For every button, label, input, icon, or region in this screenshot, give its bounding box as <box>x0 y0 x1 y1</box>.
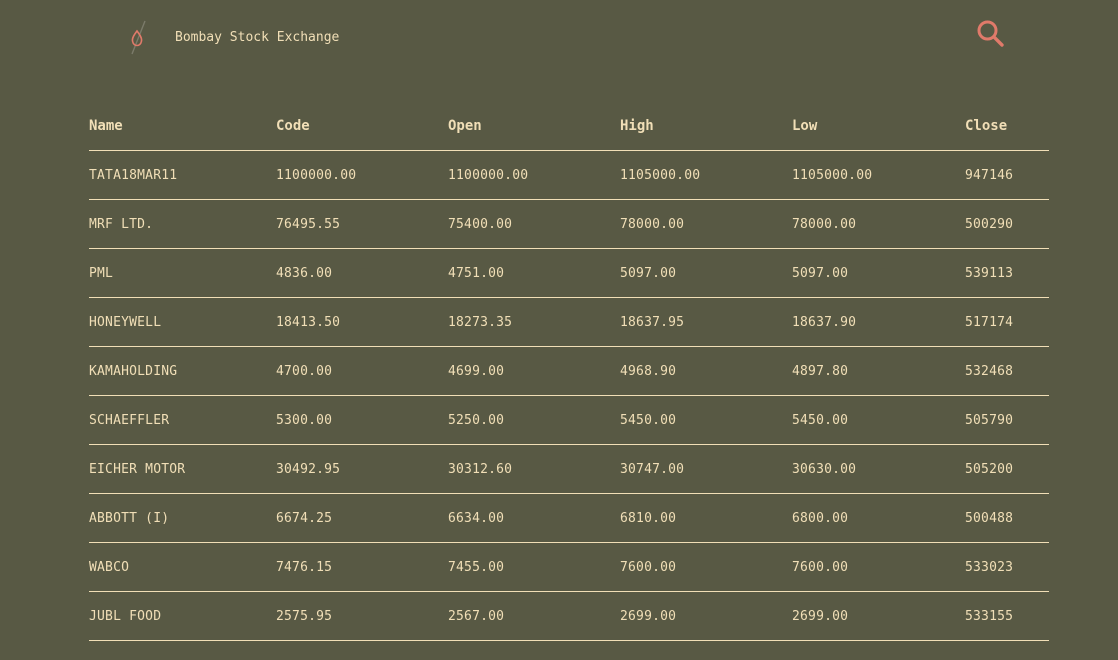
header-row: Name Code Open High Low Close <box>89 102 1049 151</box>
cell-low: 78000.00 <box>792 199 965 249</box>
cell-open: 4751.00 <box>448 248 620 298</box>
flame-logo-icon[interactable] <box>124 18 150 56</box>
table-row[interactable]: PML 4836.00 4751.00 5097.00 5097.00 539113 <box>89 248 1049 298</box>
cell-high: 1105000.00 <box>620 150 792 200</box>
search-icon[interactable] <box>975 18 1007 50</box>
cell-code: 76495.55 <box>276 199 448 249</box>
cell-code: 18413.50 <box>276 297 448 347</box>
cell-close: 533023 <box>965 542 1049 592</box>
brand-title[interactable]: Bombay Stock Exchange <box>175 30 340 45</box>
cell-code: 6674.25 <box>276 493 448 543</box>
cell-high: 78000.00 <box>620 199 792 249</box>
column-header-open[interactable]: Open <box>448 102 620 151</box>
cell-low: 30630.00 <box>792 444 965 494</box>
cell-code: 5300.00 <box>276 395 448 445</box>
cell-open: 30312.60 <box>448 444 620 494</box>
table-header: Name Code Open High Low Close <box>89 102 1049 151</box>
cell-name: MRF LTD. <box>89 199 276 249</box>
cell-close: 500290 <box>965 199 1049 249</box>
cell-high: 7600.00 <box>620 542 792 592</box>
cell-name: ABBOTT (I) <box>89 493 276 543</box>
cell-high: 2699.00 <box>620 591 792 641</box>
cell-low: 6800.00 <box>792 493 965 543</box>
table-row[interactable]: TATA18MAR11 1100000.00 1100000.00 1105000.0… <box>89 150 1049 200</box>
table-row[interactable]: ABBOTT (I) 6674.25 6634.00 6810.00 6800.00 50… <box>89 493 1049 543</box>
cell-high: 18637.95 <box>620 297 792 347</box>
cell-open: 1100000.00 <box>448 150 620 200</box>
table-row[interactable]: KAMAHOLDING 4700.00 4699.00 4968.90 4897.80 5… <box>89 346 1049 396</box>
cell-code: 30492.95 <box>276 444 448 494</box>
column-header-code[interactable]: Code <box>276 102 448 151</box>
cell-close: 505200 <box>965 444 1049 494</box>
table-row[interactable]: EICHER MOTOR 30492.95 30312.60 30747.00 3063… <box>89 444 1049 494</box>
cell-code: 2575.95 <box>276 591 448 641</box>
table-body: TATA18MAR11 1100000.00 1100000.00 1105000.0… <box>89 150 1049 641</box>
cell-open: 6634.00 <box>448 493 620 543</box>
cell-name: PML <box>89 248 276 298</box>
stock-table: Name Code Open High Low Close TATA18MAR1… <box>89 102 1049 641</box>
cell-open: 75400.00 <box>448 199 620 249</box>
cell-open: 2567.00 <box>448 591 620 641</box>
cell-high: 5450.00 <box>620 395 792 445</box>
cell-high: 5097.00 <box>620 248 792 298</box>
cell-name: TATA18MAR11 <box>89 150 276 200</box>
cell-open: 4699.00 <box>448 346 620 396</box>
column-header-high[interactable]: High <box>620 102 792 151</box>
cell-low: 18637.90 <box>792 297 965 347</box>
cell-code: 7476.15 <box>276 542 448 592</box>
cell-low: 7600.00 <box>792 542 965 592</box>
cell-low: 1105000.00 <box>792 150 965 200</box>
cell-low: 5097.00 <box>792 248 965 298</box>
table-row[interactable]: JUBL FOOD 2575.95 2567.00 2699.00 2699.00 533… <box>89 591 1049 641</box>
cell-name: WABCO <box>89 542 276 592</box>
cell-name: EICHER MOTOR <box>89 444 276 494</box>
table-row[interactable]: SCHAEFFLER 5300.00 5250.00 5450.00 5450.00 50… <box>89 395 1049 445</box>
table-row[interactable]: HONEYWELL 18413.50 18273.35 18637.95 18637.9… <box>89 297 1049 347</box>
cell-code: 1100000.00 <box>276 150 448 200</box>
table-row[interactable]: MRF LTD. 76495.55 75400.00 78000.00 78000.00… <box>89 199 1049 249</box>
cell-high: 30747.00 <box>620 444 792 494</box>
cell-close: 517174 <box>965 297 1049 347</box>
cell-low: 5450.00 <box>792 395 965 445</box>
cell-open: 7455.00 <box>448 542 620 592</box>
cell-low: 2699.00 <box>792 591 965 641</box>
cell-close: 500488 <box>965 493 1049 543</box>
cell-high: 6810.00 <box>620 493 792 543</box>
column-header-name[interactable]: Name <box>89 102 276 151</box>
cell-close: 505790 <box>965 395 1049 445</box>
cell-code: 4700.00 <box>276 346 448 396</box>
table-row[interactable]: WABCO 7476.15 7455.00 7600.00 7600.00 533023 <box>89 542 1049 592</box>
cell-low: 4897.80 <box>792 346 965 396</box>
cell-code: 4836.00 <box>276 248 448 298</box>
cell-open: 18273.35 <box>448 297 620 347</box>
cell-close: 532468 <box>965 346 1049 396</box>
cell-name: KAMAHOLDING <box>89 346 276 396</box>
column-header-low[interactable]: Low <box>792 102 965 151</box>
app-header: Bombay Stock Exchange <box>0 0 1118 76</box>
column-header-close[interactable]: Close <box>965 102 1049 151</box>
stock-table-container: Name Code Open High Low Close TATA18MAR1… <box>89 102 1049 641</box>
cell-name: HONEYWELL <box>89 297 276 347</box>
cell-name: SCHAEFFLER <box>89 395 276 445</box>
cell-close: 947146 <box>965 150 1049 200</box>
cell-close: 533155 <box>965 591 1049 641</box>
cell-open: 5250.00 <box>448 395 620 445</box>
cell-high: 4968.90 <box>620 346 792 396</box>
cell-name: JUBL FOOD <box>89 591 276 641</box>
cell-close: 539113 <box>965 248 1049 298</box>
